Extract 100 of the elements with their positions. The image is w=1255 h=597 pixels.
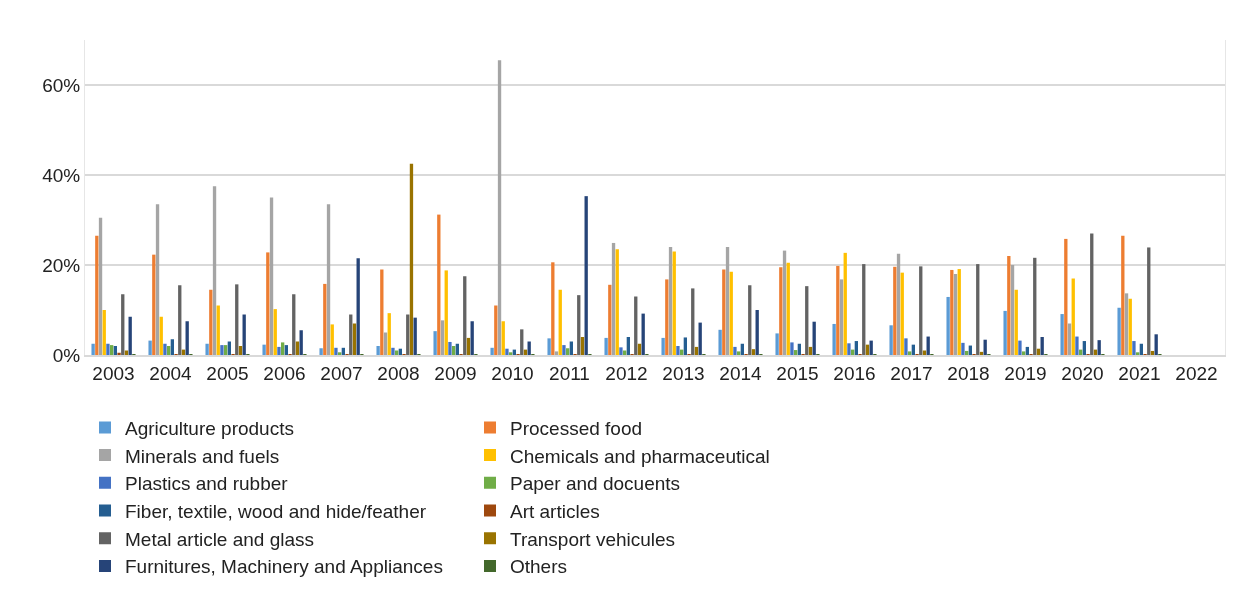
bar (619, 347, 623, 355)
bar (611, 242, 616, 355)
bar (718, 329, 722, 355)
bar (976, 264, 980, 355)
x-tick-label: 2004 (149, 362, 193, 384)
bar (409, 163, 414, 355)
bar (558, 289, 562, 355)
bar (185, 321, 189, 355)
bar (490, 347, 494, 355)
legend-label: Paper and docuents (510, 473, 681, 495)
bar (779, 267, 783, 355)
bar (615, 249, 619, 355)
bar (266, 252, 270, 355)
bar (292, 294, 296, 355)
x-tick-label: 2022 (1175, 362, 1218, 384)
bar (1097, 340, 1101, 355)
bar (946, 296, 950, 355)
bar (1082, 341, 1087, 355)
bar (152, 254, 156, 355)
bar (565, 348, 570, 355)
legend-label: Metal article and glass (125, 528, 315, 550)
legend-label: Minerals and fuels (125, 445, 280, 467)
bar (1007, 256, 1011, 355)
bar (839, 279, 844, 355)
x-tick-label: 2021 (1118, 362, 1161, 384)
bar (1060, 314, 1064, 355)
legend-label: Others (510, 556, 568, 578)
bar (843, 252, 847, 355)
bar (520, 329, 524, 355)
bar (497, 60, 502, 355)
bar (170, 339, 175, 355)
legend-label: Furnitures, Machinery and Appliances (125, 556, 443, 578)
bar (223, 345, 228, 355)
bar (470, 321, 474, 355)
bar (1064, 238, 1068, 355)
x-tick-label: 2003 (92, 362, 135, 384)
bar (893, 266, 897, 355)
bar (805, 286, 809, 355)
x-tick-label: 2020 (1061, 362, 1104, 384)
bar (437, 214, 441, 355)
bar (919, 266, 923, 355)
bar (547, 338, 551, 355)
bar (356, 258, 360, 355)
bar (121, 294, 125, 355)
bar (1003, 310, 1007, 355)
bar (672, 251, 676, 355)
bar (433, 331, 437, 355)
bar (117, 352, 121, 355)
bar (832, 323, 836, 355)
bar (508, 352, 513, 355)
bar (854, 341, 859, 355)
legend-label: Agriculture products (125, 417, 294, 439)
bar (1117, 307, 1121, 355)
bar (904, 338, 908, 355)
bar (950, 269, 954, 355)
bar (91, 343, 95, 355)
legend-label: Chemicals and pharmaceutical (510, 445, 770, 467)
bar (786, 262, 790, 355)
bar (604, 337, 608, 355)
bar (691, 288, 695, 355)
bar (205, 343, 209, 355)
bar (1154, 334, 1158, 355)
x-tick-label: 2011 (549, 362, 590, 384)
bar (451, 346, 456, 355)
bar (1147, 247, 1151, 355)
bar (733, 346, 737, 355)
bar (273, 309, 277, 355)
legend-label: Fiber, textile, wood and hide/feather (125, 500, 427, 522)
bar (896, 253, 901, 355)
bar (299, 330, 303, 355)
legend-label: Plastics and rubber (125, 473, 289, 495)
bar (665, 279, 669, 355)
bar (95, 235, 99, 355)
bar (319, 348, 323, 355)
y-tick-label: 60% (42, 74, 81, 96)
bar (113, 346, 118, 355)
bar (1018, 340, 1022, 355)
bar (212, 186, 217, 355)
legend-label: Processed food (510, 417, 643, 439)
x-tick-label: 2017 (890, 362, 933, 384)
bar (1075, 336, 1079, 355)
bar (269, 197, 274, 355)
bar (1090, 233, 1094, 355)
bar (775, 333, 779, 355)
bar (889, 325, 893, 355)
bar (148, 340, 152, 355)
bar (979, 351, 984, 355)
bar (551, 262, 555, 355)
bar (440, 320, 445, 355)
bar (501, 321, 505, 355)
bar (580, 337, 585, 355)
bar (209, 289, 213, 355)
x-tick-label: 2016 (833, 362, 876, 384)
bar (847, 343, 851, 355)
bar (326, 204, 331, 355)
legend-label: Transport vehicules (510, 528, 676, 550)
bar (626, 337, 631, 355)
bar (957, 269, 961, 355)
bar (562, 345, 566, 355)
bar (163, 343, 167, 355)
